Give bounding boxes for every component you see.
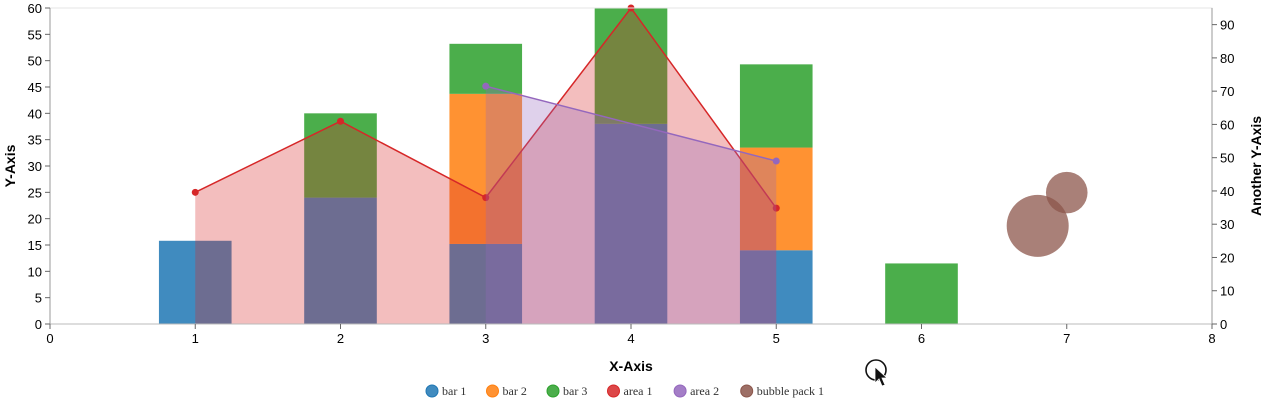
y-left-tick-label-50: 50 <box>28 54 42 69</box>
y-left-tick-label-35: 35 <box>28 133 42 148</box>
x-tick-label-2: 2 <box>337 331 344 346</box>
y-left-tick-label-55: 55 <box>28 27 42 42</box>
x-tick-label-7: 7 <box>1063 331 1070 346</box>
area-1-point-x2 <box>337 117 344 125</box>
y-left-tick-label-20: 20 <box>28 212 42 227</box>
bar-1-bar-x5 <box>739 250 813 324</box>
y-left-tick-label-60: 60 <box>28 1 42 16</box>
legend-label-area-2: area 2 <box>690 384 719 398</box>
legend-swatch-bubble-pack-1 <box>740 384 754 398</box>
y-left-tick-label-15: 15 <box>28 238 42 253</box>
legend-swatch-area-2 <box>673 384 687 398</box>
y-left-tick-label-45: 45 <box>28 80 42 95</box>
bar-1-bar-x2 <box>304 197 377 324</box>
legend-label-bubble-pack-1: bubble pack 1 <box>757 384 824 398</box>
legend-swatch-bar-2 <box>486 384 499 398</box>
bar-1-bar-x4 <box>594 123 668 324</box>
x-tick-label-3: 3 <box>482 331 489 346</box>
x-tick-label-6: 6 <box>918 331 925 346</box>
bar-2-bar-x5 <box>739 147 813 251</box>
area-2-line <box>485 85 777 162</box>
y-right-tick-label-10: 10 <box>1220 284 1234 299</box>
mouse-cursor <box>865 359 889 387</box>
y-left-tick-label-5: 5 <box>35 291 42 306</box>
bar-3-bar-x6 <box>885 263 958 324</box>
bar-3-bar-x5 <box>739 64 813 148</box>
bar-2-bar-x3 <box>449 93 523 244</box>
x-tick-label-4: 4 <box>627 331 634 346</box>
y-right-tick-label-60: 60 <box>1220 117 1234 132</box>
x-tick-label-5: 5 <box>773 331 780 346</box>
x-tick-label-8: 8 <box>1208 331 1215 346</box>
y-left-tick-label-30: 30 <box>28 159 42 174</box>
bubble-pack-1-bubble-1 <box>1006 194 1069 257</box>
y-right-tick-label-80: 80 <box>1220 51 1234 66</box>
bar-1-bar-x1 <box>158 240 232 324</box>
legend-swatch-area-1 <box>607 384 620 398</box>
y-right-tick-label-40: 40 <box>1220 184 1234 199</box>
y-right-tick-label-20: 20 <box>1220 250 1234 265</box>
y-left-tick-label-0: 0 <box>35 317 42 332</box>
bar-1-bar-x3 <box>449 243 523 324</box>
y-right-tick-label-0: 0 <box>1220 317 1227 332</box>
bar-3-bar-x4 <box>594 8 668 124</box>
area-2-point-x3 <box>482 82 490 90</box>
area-2-fill <box>485 86 777 324</box>
bar-3-bar-x2 <box>304 113 377 198</box>
legend-label-bar-3: bar 3 <box>563 384 587 398</box>
y-right-tick-label-70: 70 <box>1220 84 1234 99</box>
y-left-tick-label-25: 25 <box>28 185 42 200</box>
legend-label-area-1: area 1 <box>624 384 653 398</box>
x-axis-title: X-Axis <box>609 358 653 374</box>
y-right-tick-label-30: 30 <box>1220 217 1234 232</box>
area-1-point-x1 <box>191 188 199 196</box>
area-1-fill <box>195 8 777 324</box>
area-2-point-x5 <box>772 157 780 165</box>
y-right-tick-label-50: 50 <box>1220 151 1234 166</box>
area-1-point-x5 <box>772 204 780 212</box>
y-axis-title-right: Another Y-Axis <box>1248 116 1264 216</box>
x-tick-label-1: 1 <box>192 331 199 346</box>
legend-label-bar-1: bar 1 <box>442 384 466 398</box>
bubble-pack-1-bubble-2 <box>1045 171 1088 214</box>
y-left-tick-label-40: 40 <box>28 106 42 121</box>
legend-swatch-bar-1 <box>425 384 439 398</box>
legend: bar 1 bar 2 bar 3 area 1 area 2 bubble pack 1 <box>425 384 824 398</box>
legend-swatch-bar-3 <box>546 384 560 398</box>
y-right-tick-label-90: 90 <box>1220 18 1234 33</box>
legend-label-bar-2: bar 2 <box>503 384 527 398</box>
y-axis-title-left: Y-Axis <box>2 144 18 187</box>
y-left-tick-label-10: 10 <box>28 264 42 279</box>
x-tick-label-0: 0 <box>46 331 53 346</box>
area-1-point-x3 <box>482 194 490 202</box>
